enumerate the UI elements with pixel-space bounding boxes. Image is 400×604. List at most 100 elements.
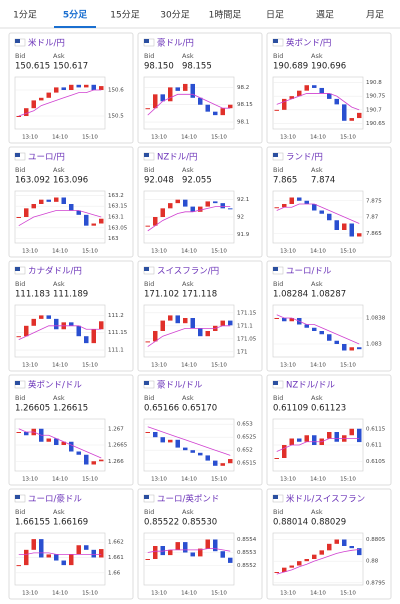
x-tick-label: 14:10 <box>181 591 197 597</box>
candle <box>99 86 104 90</box>
card[interactable] <box>8 260 134 372</box>
ask-value: 111.189 <box>53 290 88 300</box>
tab[interactable]: 週足 <box>316 10 334 21</box>
y-tick-label: 163 <box>108 236 119 242</box>
candle <box>91 329 96 344</box>
candle <box>228 104 233 109</box>
y-tick-label: 190.75 <box>366 94 386 100</box>
candle <box>190 206 195 212</box>
card-title[interactable]: NZドル/ドル <box>286 381 336 391</box>
ask-value: 171.118 <box>182 290 217 300</box>
x-tick-label: 13:10 <box>22 363 38 369</box>
card[interactable] <box>266 146 392 258</box>
y-tick-label: 171.05 <box>237 336 257 342</box>
card-title[interactable]: 豪ドル/ドル <box>157 380 203 391</box>
y-tick-label: 171.15 <box>237 310 257 316</box>
chart-frame <box>143 76 235 130</box>
y-tick-label: 98.15 <box>237 102 253 108</box>
candle <box>76 451 81 455</box>
y-tick-label: 163.15 <box>108 204 128 210</box>
candle <box>145 432 150 433</box>
card-title[interactable]: 英ポンド/ドル <box>28 380 82 391</box>
tab[interactable]: 15分足 <box>110 10 139 21</box>
candle <box>274 318 279 319</box>
candle <box>297 438 302 442</box>
ask-label: Ask <box>311 166 323 174</box>
bid-value: 7.865 <box>273 176 297 186</box>
x-tick-label: 13:10 <box>151 249 167 255</box>
x-tick-label: 15:10 <box>340 249 356 255</box>
card-title[interactable]: ランド/円 <box>286 153 323 163</box>
candle <box>213 460 218 466</box>
candle <box>160 546 165 556</box>
y-tick-label: 0.8553 <box>237 550 257 556</box>
candle <box>190 318 195 329</box>
candle <box>145 108 150 110</box>
card[interactable] <box>137 32 263 144</box>
x-tick-label: 14:10 <box>310 363 326 369</box>
card-title[interactable]: 豪ドル/円 <box>157 38 194 49</box>
card-title[interactable]: 米ドル/スイスフラン <box>286 494 365 505</box>
card-title[interactable]: スイスフラン/円 <box>157 267 219 277</box>
x-tick-label: 14:10 <box>52 135 68 141</box>
moving-average <box>18 89 102 117</box>
tab[interactable]: 1分足 <box>13 10 37 21</box>
candle <box>91 549 96 558</box>
candle <box>289 197 294 204</box>
card[interactable] <box>266 260 392 372</box>
candle <box>282 567 287 572</box>
candle <box>160 94 165 102</box>
candle <box>289 438 294 445</box>
tab[interactable]: 日足 <box>266 10 284 21</box>
candle <box>289 318 294 322</box>
x-tick-label: 13:10 <box>151 363 167 369</box>
candle <box>205 104 210 112</box>
candle <box>220 463 225 466</box>
candle <box>274 109 279 111</box>
tab[interactable]: 5分足 <box>63 9 88 21</box>
flag-canton <box>273 495 278 499</box>
card[interactable] <box>137 488 263 600</box>
y-tick-label: 190.65 <box>366 121 386 127</box>
card-title[interactable]: ユーロ/円 <box>28 153 65 163</box>
card-title[interactable]: ユーロ/ドル <box>286 267 332 277</box>
y-tick-label: 1.661 <box>108 555 124 561</box>
card-title[interactable]: 英ポンド/円 <box>286 38 331 49</box>
tab[interactable]: 月足 <box>366 10 384 21</box>
card-title[interactable]: ユーロ/豪ドル <box>28 494 82 505</box>
candle <box>282 445 287 458</box>
x-tick-label: 13:10 <box>280 249 296 255</box>
card-title[interactable]: 米ドル/円 <box>28 38 65 49</box>
y-tick-label: 171.1 <box>237 323 253 329</box>
card-title[interactable]: カナダドル/円 <box>28 266 82 277</box>
card[interactable] <box>8 488 134 600</box>
card[interactable] <box>266 374 392 486</box>
ask-label: Ask <box>182 508 194 516</box>
moving-average <box>276 314 360 345</box>
tab[interactable]: 30分足 <box>160 10 189 21</box>
card[interactable] <box>137 260 263 372</box>
candle <box>349 546 354 549</box>
x-tick-label: 14:10 <box>310 591 326 597</box>
card[interactable] <box>137 374 263 486</box>
ask-value: 0.85530 <box>182 518 217 528</box>
candle <box>342 223 347 230</box>
y-tick-label: 7.875 <box>366 198 382 204</box>
candle <box>31 539 36 550</box>
tab[interactable]: 1時間足 <box>209 10 242 21</box>
card[interactable] <box>8 374 134 486</box>
candle <box>84 84 89 88</box>
bid-label: Bid <box>273 280 283 288</box>
y-tick-label: 163.05 <box>108 225 128 231</box>
candle <box>175 315 180 324</box>
ask-label: Ask <box>53 166 65 174</box>
card-title[interactable]: ユーロ/英ポンド <box>157 494 219 505</box>
candle <box>160 320 165 331</box>
card-title[interactable]: NZドル/円 <box>157 153 198 163</box>
card[interactable] <box>8 146 134 258</box>
candle <box>91 84 96 90</box>
card[interactable] <box>137 146 263 258</box>
candle <box>31 318 36 326</box>
